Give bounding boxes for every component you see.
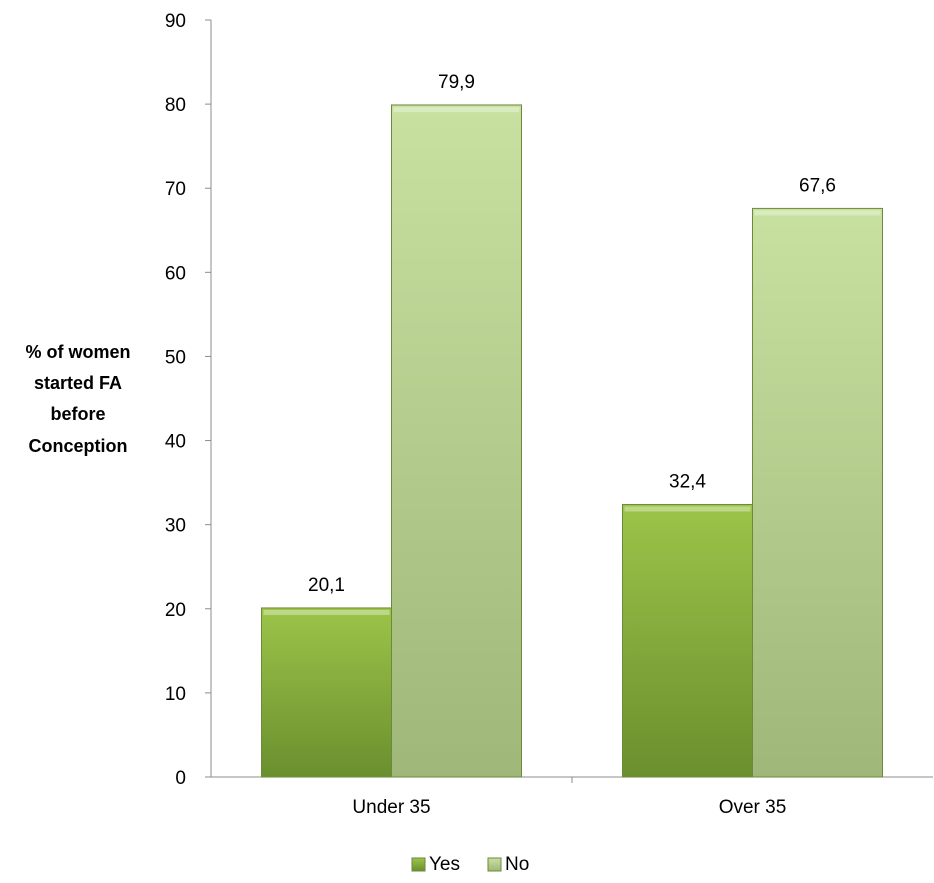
y-tick-label: 70 (165, 179, 186, 200)
x-tick-label: Under 35 (352, 797, 430, 818)
y-tick-label: 50 (165, 347, 186, 368)
data-label: 20,1 (308, 575, 345, 596)
y-axis-label-line: % of women (25, 342, 130, 362)
bar-no (391, 104, 522, 778)
bar-no (752, 207, 883, 778)
bar-highlight (624, 506, 751, 512)
y-axis-label: % of women started FA before Conception (25, 342, 130, 456)
y-tick-label: 30 (165, 516, 186, 537)
legend-swatch-yes (411, 857, 426, 872)
data-label: 79,9 (438, 72, 475, 93)
y-tick-label: 10 (165, 684, 186, 705)
bar-highlight (393, 106, 520, 112)
y-tick-label: 80 (165, 95, 186, 116)
x-tick-label: Over 35 (719, 797, 787, 818)
legend: Yes No (411, 854, 529, 875)
bar-yes (622, 503, 753, 778)
y-tick-label: 90 (165, 11, 186, 32)
data-label: 32,4 (669, 471, 706, 492)
data-label: 67,6 (799, 175, 836, 196)
axes: 0 10 20 30 40 50 60 70 80 90 Under 35 Over 35 (165, 11, 933, 818)
y-axis-label-line: started FA (34, 373, 122, 393)
y-tick-label: 40 (165, 432, 186, 453)
bars: 20,1 79,9 32,4 67,6 (261, 72, 883, 778)
legend-label: No (505, 854, 529, 875)
legend-label: Yes (429, 854, 460, 875)
y-axis-label-line: Conception (29, 436, 128, 456)
bar-yes (261, 607, 392, 778)
bar-highlight (754, 210, 881, 216)
y-tick-label: 0 (175, 768, 186, 789)
bar-highlight (263, 609, 390, 615)
y-tick-label: 60 (165, 263, 186, 284)
y-axis-label-line: before (50, 404, 105, 424)
legend-swatch-no (487, 857, 502, 872)
y-tick-label: 20 (165, 600, 186, 621)
